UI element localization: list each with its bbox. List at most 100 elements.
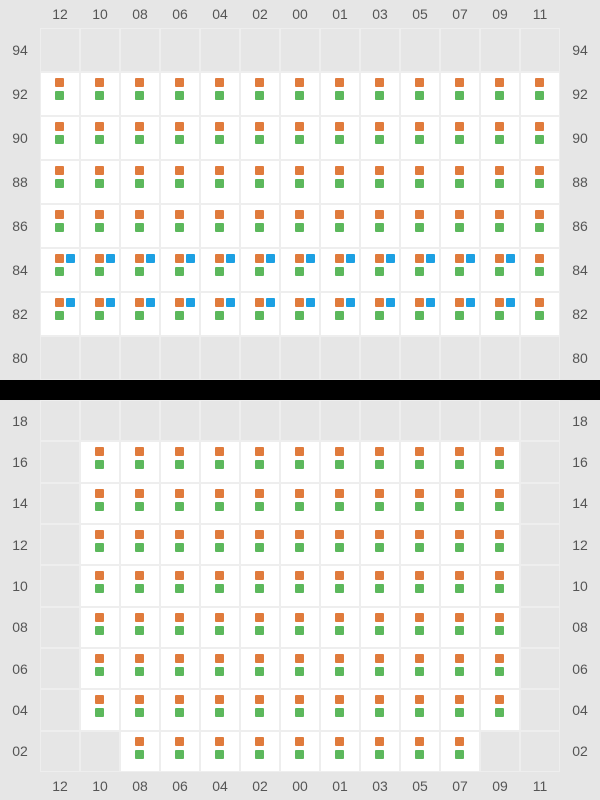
row-label: 90 xyxy=(560,116,600,160)
grid-cell xyxy=(480,689,520,730)
status-dot xyxy=(375,708,384,717)
top-panel: 12100806040200010305070911 9492908886848… xyxy=(0,0,600,380)
status-dot xyxy=(255,298,264,307)
status-dot xyxy=(346,254,355,263)
status-dot xyxy=(215,298,224,307)
grid-cell xyxy=(400,28,440,72)
grid-cell xyxy=(160,648,200,689)
grid-cell xyxy=(520,441,560,482)
grid-row xyxy=(40,116,560,160)
status-dot xyxy=(295,737,304,746)
status-dot xyxy=(495,530,504,539)
status-dot xyxy=(215,460,224,469)
status-dot xyxy=(175,543,184,552)
status-dot xyxy=(455,166,464,175)
grid-cell xyxy=(480,524,520,565)
row-label: 92 xyxy=(560,72,600,116)
grid-cell xyxy=(280,483,320,524)
status-dot xyxy=(455,543,464,552)
grid-cell xyxy=(400,731,440,772)
row-label: 90 xyxy=(0,116,40,160)
status-dot xyxy=(135,210,144,219)
status-dot xyxy=(375,166,384,175)
status-dot xyxy=(135,708,144,717)
grid-cell xyxy=(280,116,320,160)
grid-cell xyxy=(120,607,160,648)
grid-cell xyxy=(40,116,80,160)
status-dot xyxy=(135,737,144,746)
status-dot xyxy=(415,695,424,704)
status-dot xyxy=(375,78,384,87)
status-dot xyxy=(55,223,64,232)
grid-cell xyxy=(200,565,240,606)
grid-cell xyxy=(120,731,160,772)
status-dot xyxy=(375,750,384,759)
status-dot xyxy=(495,223,504,232)
col-label: 09 xyxy=(480,6,520,22)
grid-cell xyxy=(240,400,280,441)
status-dot xyxy=(495,502,504,511)
status-dot xyxy=(495,667,504,676)
status-dot xyxy=(375,179,384,188)
status-dot xyxy=(466,298,475,307)
grid-cell xyxy=(80,689,120,730)
grid-cell xyxy=(200,441,240,482)
status-dot xyxy=(255,179,264,188)
col-label: 09 xyxy=(480,778,520,794)
grid-cell xyxy=(480,336,520,380)
col-label: 06 xyxy=(160,778,200,794)
status-dot xyxy=(95,489,104,498)
status-dot xyxy=(535,223,544,232)
status-dot xyxy=(255,571,264,580)
status-dot xyxy=(335,447,344,456)
grid-cell xyxy=(240,116,280,160)
status-dot xyxy=(175,695,184,704)
status-dot xyxy=(535,311,544,320)
grid-cell xyxy=(40,689,80,730)
grid-cell xyxy=(480,731,520,772)
grid-row xyxy=(40,28,560,72)
status-dot xyxy=(295,489,304,498)
status-dot xyxy=(175,613,184,622)
status-dot xyxy=(295,298,304,307)
grid-cell xyxy=(520,400,560,441)
grid-cell xyxy=(160,28,200,72)
col-label: 05 xyxy=(400,6,440,22)
grid-cell xyxy=(360,400,400,441)
grid-cell xyxy=(440,28,480,72)
status-dot xyxy=(415,298,424,307)
status-dot xyxy=(335,122,344,131)
status-dot xyxy=(375,223,384,232)
status-dot xyxy=(455,223,464,232)
status-dot xyxy=(135,254,144,263)
status-dot xyxy=(175,210,184,219)
grid-cell xyxy=(520,28,560,72)
grid-cell xyxy=(400,648,440,689)
status-dot xyxy=(415,667,424,676)
grid-cell xyxy=(520,160,560,204)
status-dot xyxy=(95,654,104,663)
row-label: 80 xyxy=(0,336,40,380)
status-dot xyxy=(495,210,504,219)
grid-cell xyxy=(440,731,480,772)
status-dot xyxy=(415,179,424,188)
status-dot xyxy=(415,267,424,276)
grid-cell xyxy=(120,292,160,336)
grid-cell xyxy=(240,248,280,292)
grid-cell xyxy=(280,72,320,116)
status-dot xyxy=(375,667,384,676)
status-dot xyxy=(335,179,344,188)
status-dot xyxy=(415,489,424,498)
grid-cell xyxy=(40,72,80,116)
status-dot xyxy=(415,584,424,593)
grid-cell xyxy=(40,648,80,689)
grid-cell xyxy=(120,160,160,204)
status-dot xyxy=(335,91,344,100)
col-label: 00 xyxy=(280,778,320,794)
status-dot xyxy=(175,298,184,307)
status-dot xyxy=(535,298,544,307)
status-dot xyxy=(135,311,144,320)
grid-cell xyxy=(280,160,320,204)
status-dot xyxy=(495,489,504,498)
grid-cell xyxy=(240,441,280,482)
